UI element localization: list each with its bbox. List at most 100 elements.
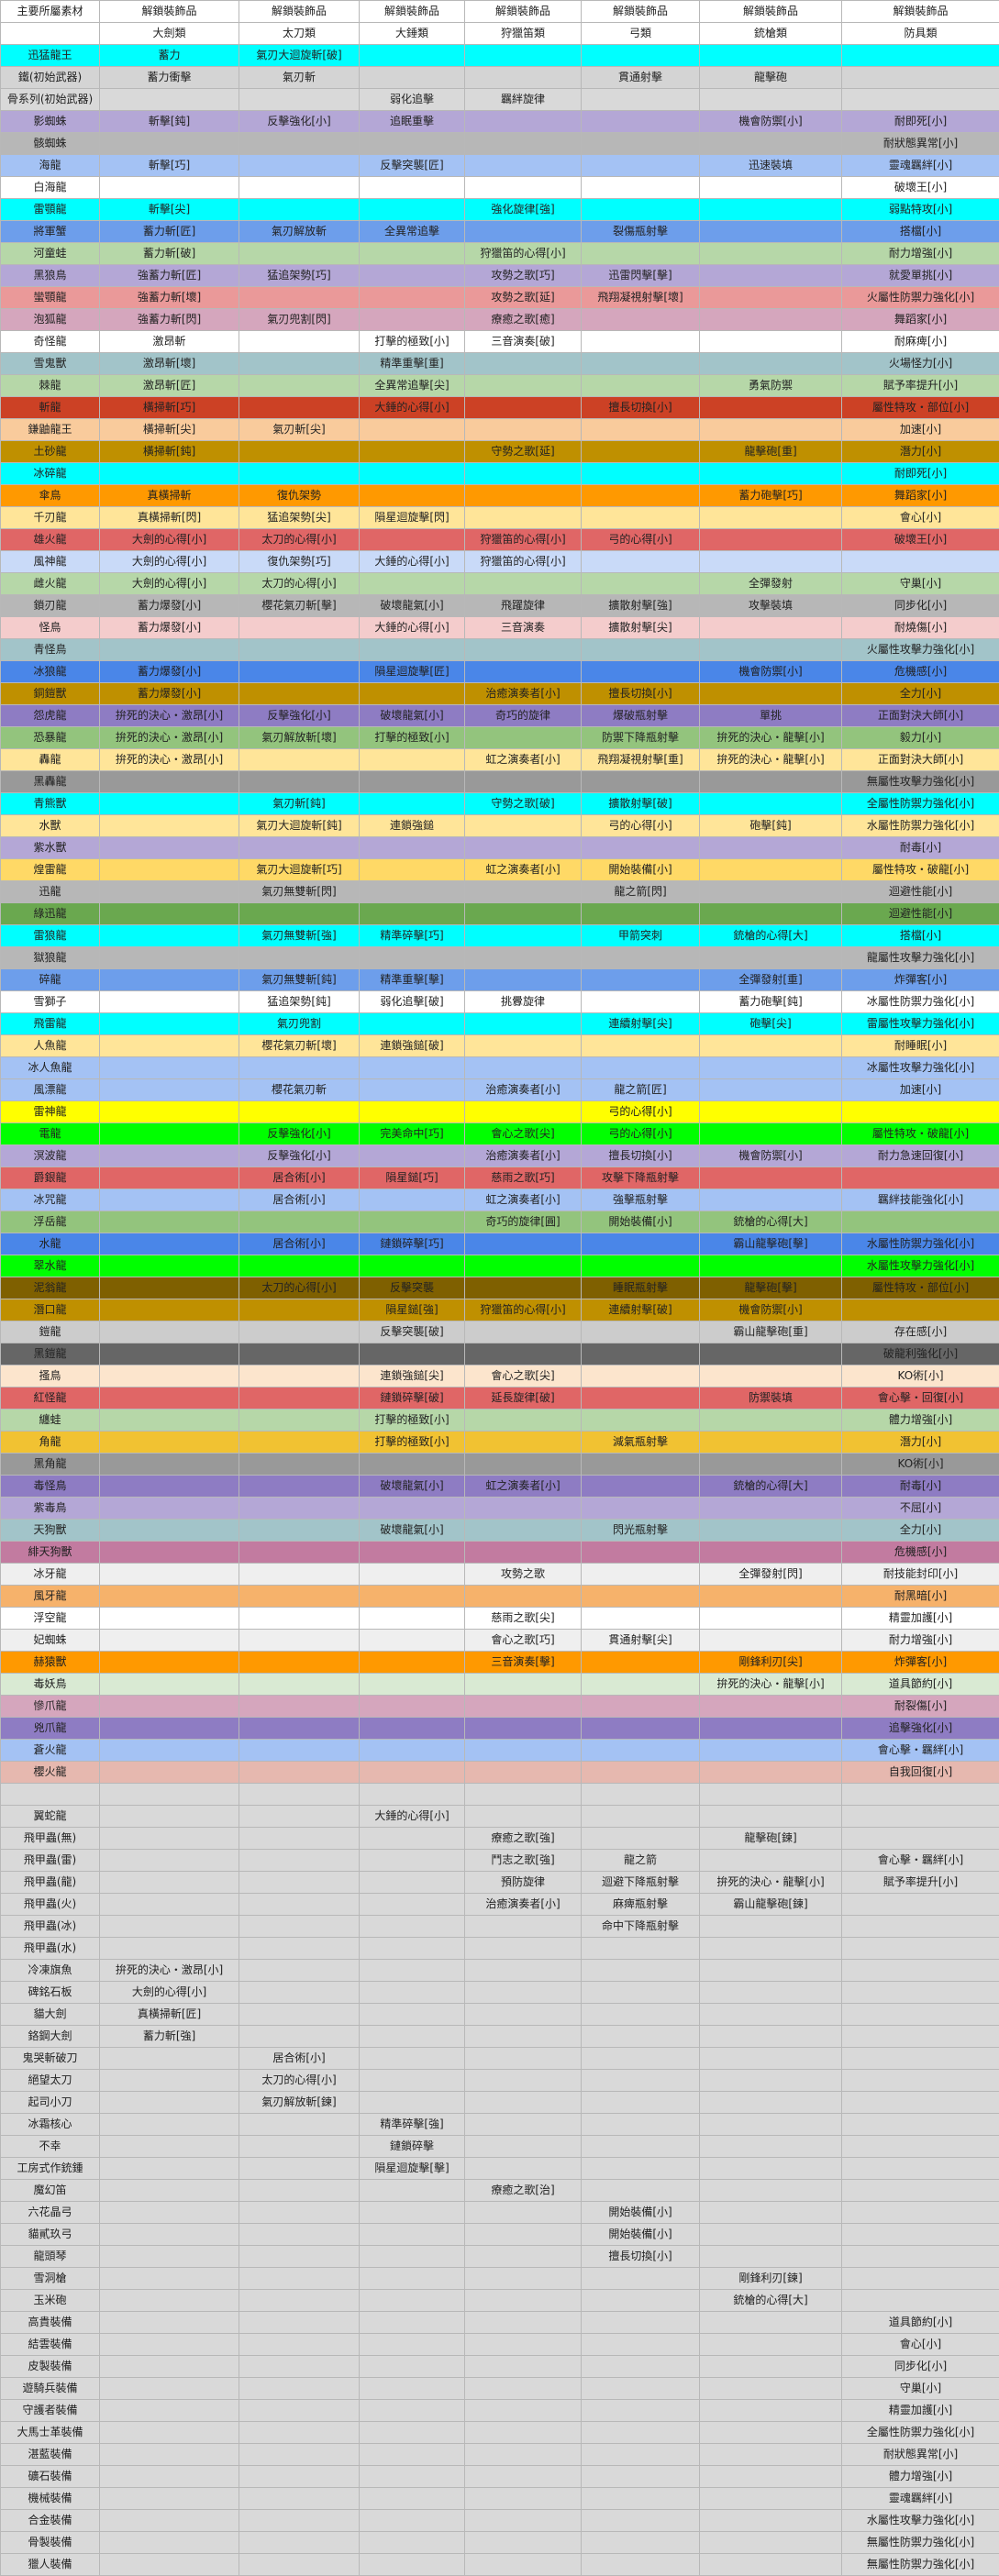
cell-bow: 強擊瓶射擊 [582,1189,700,1211]
cell-armor: 耐技能封印[小] [842,1564,999,1586]
cell-hunting-horn: 狩獵笛的心得[小] [465,243,582,265]
cell-armor [842,2224,999,2246]
table-row: 潛口龍隕星鎚[強]狩獵笛的心得[小]連續射擊[破]機會防禦[小] [1,1299,999,1321]
cell-great-sword: 強蓄力斬[閃] [100,309,239,331]
cell-material: 青怪鳥 [1,639,100,661]
cell-hammer [360,2268,465,2290]
cell-armor: 會心擊・羈絆[小] [842,1740,999,1762]
cell-gunlance [700,903,842,925]
cell-material: 雷神龍 [1,1101,100,1123]
cell-armor: 耐黑暗[小] [842,1586,999,1608]
cell-gunlance [700,2554,842,2576]
cell-bow [582,353,700,375]
cell-long-sword: 復仇架勢 [239,485,360,507]
cell-bow [582,1057,700,1079]
table-row: 大馬士革裝備全屬性防禦力強化[小] [1,2422,999,2444]
cell-material: 礦石裝備 [1,2466,100,2488]
cell-armor [842,2246,999,2268]
cell-great-sword [100,1079,239,1101]
cell-great-sword [100,1586,239,1608]
header-long-sword: 解鎖裝飾品 [239,1,360,23]
cell-material: 飛甲蟲(無) [1,1828,100,1850]
cell-great-sword [100,947,239,969]
cell-bow [582,1960,700,1982]
cell-material: 冰碎龍 [1,463,100,485]
cell-hammer: 反擊突襲[破] [360,1321,465,1343]
table-row: 風漂龍櫻花氣刃斬治癒演奏者[小]龍之箭[匠]加速[小] [1,1079,999,1101]
cell-long-sword [239,1806,360,1828]
cell-gunlance [700,1079,842,1101]
cell-armor: 賦予率提升[小] [842,375,999,397]
cell-hunting-horn: 虹之演奏者[小] [465,1189,582,1211]
cell-material: 鉻鋼大劍 [1,2026,100,2048]
cell-great-sword [100,1454,239,1476]
cell-hunting-horn: 會心之歌[巧] [465,1630,582,1652]
cell-long-sword [239,177,360,199]
cell-gunlance [700,1938,842,1960]
cell-long-sword [239,2224,360,2246]
cell-gunlance [700,683,842,705]
cell-great-sword [100,2400,239,2422]
cell-bow [582,133,700,155]
cell-hammer [360,2378,465,2400]
header-hammer: 解鎖裝飾品 [360,1,465,23]
cell-armor: 體力增強[小] [842,1410,999,1432]
cell-material: 合金裝備 [1,2510,100,2532]
cell-armor: 耐燒傷[小] [842,617,999,639]
cell-armor: 靈魂羈絆[小] [842,155,999,177]
cell-hunting-horn: 奇巧的旋律[圓] [465,1211,582,1233]
cell-great-sword [100,2290,239,2312]
cell-hunting-horn: 挑釁旋律 [465,991,582,1013]
cell-great-sword [100,1938,239,1960]
cell-armor: 同步化[小] [842,595,999,617]
cell-great-sword [100,2488,239,2510]
cell-hammer: 鏈鎖碎擊 [360,2136,465,2158]
cell-long-sword [239,2334,360,2356]
cell-long-sword [239,2290,360,2312]
cell-gunlance: 全彈發射 [700,573,842,595]
table-row: 浮岳龍奇巧的旋律[圓]開始裝備[小]銃槍的心得[大] [1,1211,999,1233]
cell-hunting-horn [465,1718,582,1740]
cell-hammer [360,199,465,221]
cell-armor: 水屬性防禦力強化[小] [842,1233,999,1255]
cell-gunlance [700,1608,842,1630]
cell-gunlance: 霸山龍擊砲[擊] [700,1233,842,1255]
cell-hammer [360,2246,465,2268]
header-gunlance: 解鎖裝飾品 [700,1,842,23]
cell-gunlance [700,2136,842,2158]
cell-gunlance [700,419,842,441]
cell-great-sword [100,2070,239,2092]
cell-gunlance: 銃槍的心得[大] [700,1476,842,1498]
cell-material: 龍頭琴 [1,2246,100,2268]
cell-hunting-horn [465,353,582,375]
cell-hammer [360,177,465,199]
cell-material: 飛甲蟲(水) [1,1938,100,1960]
cell-hunting-horn [465,1520,582,1542]
cell-armor: 道具節約[小] [842,1674,999,1696]
cell-great-sword [100,1388,239,1410]
cell-gunlance: 龍擊砲[鍊] [700,1828,842,1850]
cell-armor: 無屬性防禦力強化[小] [842,2532,999,2554]
cell-gunlance [700,2158,842,2180]
cell-gunlance: 機會防禦[小] [700,1299,842,1321]
table-row: 傘鳥真橫掃斬復仇架勢蓄力砲擊[巧]舞蹈家[小] [1,485,999,507]
cell-bow [582,1542,700,1564]
cell-gunlance [700,1410,842,1432]
cell-great-sword [100,1365,239,1388]
cell-material: 妃蜘蛛 [1,1630,100,1652]
cell-material: 纏蛙 [1,1410,100,1432]
cell-hammer: 打擊的極致[小] [360,727,465,749]
cell-great-sword [100,2312,239,2334]
cell-material: 翠水龍 [1,1255,100,1277]
table-row: 泡狐龍強蓄力斬[閃]氣刃兜割[閃]療癒之歌[癒]舞蹈家[小] [1,309,999,331]
cell-bow: 防禦下降瓶射擊 [582,727,700,749]
table-row: 緋天狗獸危機感[小] [1,1542,999,1564]
cell-armor: 不屈[小] [842,1498,999,1520]
cell-long-sword [239,661,360,683]
cell-material: 將軍蟹 [1,221,100,243]
cell-long-sword [239,287,360,309]
cell-hammer [360,2400,465,2422]
cell-great-sword: 真橫掃斬[匠] [100,2004,239,2026]
cell-gunlance: 機會防禦[小] [700,661,842,683]
cell-material: 青熊獸 [1,793,100,815]
